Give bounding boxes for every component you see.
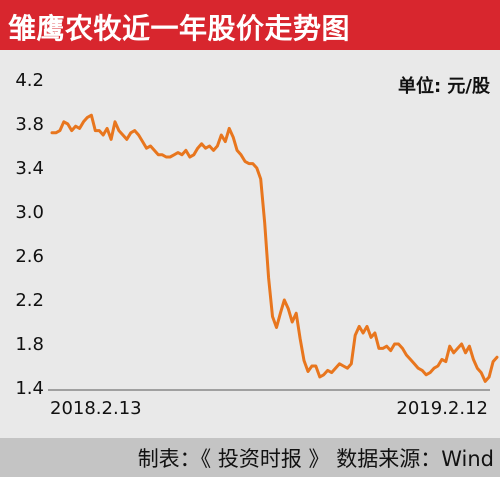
y-tick-label: 4.2 bbox=[15, 70, 44, 91]
source-note: 制表：《 投资时报 》 数据来源：Wind bbox=[137, 447, 494, 471]
chart-area bbox=[0, 50, 500, 438]
price-series-line bbox=[50, 113, 499, 383]
y-tick-label: 1.8 bbox=[15, 334, 44, 355]
unit-label: 单位: 元/股 bbox=[398, 75, 491, 97]
y-tick-label: 3.0 bbox=[15, 202, 44, 223]
footer: 制表：《 投资时报 》 数据来源：Wind bbox=[0, 438, 500, 477]
y-tick-label: 3.8 bbox=[15, 114, 44, 135]
y-tick-label: 2.2 bbox=[15, 290, 44, 311]
x-end-label: 2019.2.12 bbox=[396, 398, 488, 419]
y-tick-label: 1.4 bbox=[15, 378, 44, 399]
page-title: 雏鹰农牧近一年股价走势图 bbox=[8, 12, 351, 45]
y-tick-label: 3.4 bbox=[15, 158, 44, 179]
x-start-label: 2018.2.13 bbox=[50, 398, 142, 419]
title-bar: 雏鹰农牧近一年股价走势图 bbox=[0, 0, 500, 50]
y-tick-label: 2.6 bbox=[15, 246, 44, 267]
y-axis-ticks: 4.2 3.8 3.4 3.0 2.6 2.2 1.8 1.4 bbox=[15, 70, 44, 399]
